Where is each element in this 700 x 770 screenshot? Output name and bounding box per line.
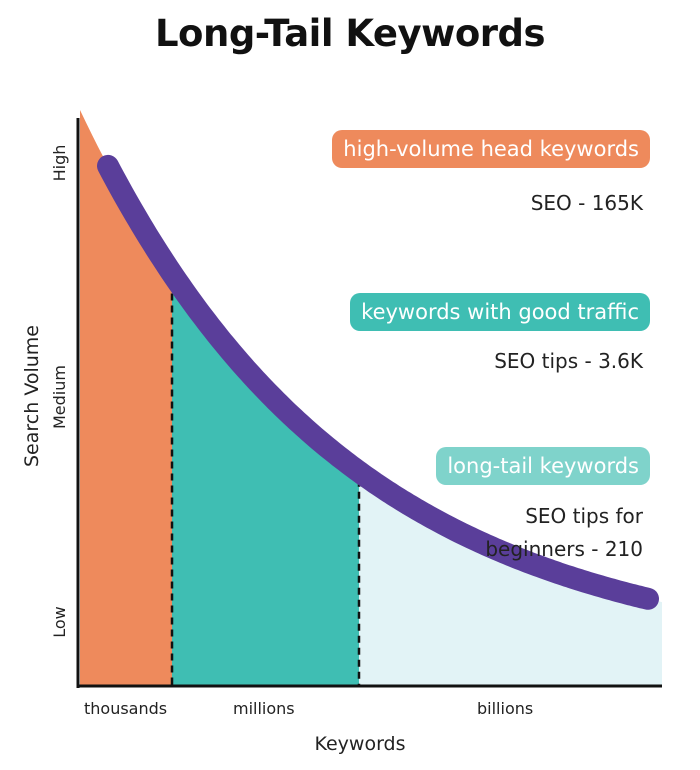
chart-title: Long-Tail Keywords bbox=[154, 12, 546, 55]
x-axis-label: Keywords bbox=[314, 733, 406, 755]
x-tick-thousands: thousands bbox=[84, 699, 168, 718]
annotation-mid-label: keywords with good traffic bbox=[350, 293, 650, 331]
annotation-tail-example-line-1: SEO tips for bbox=[525, 504, 643, 528]
x-tick-millions: millions bbox=[233, 699, 295, 718]
annotation-tail-label: long-tail keywords bbox=[436, 447, 650, 485]
region-millions bbox=[172, 273, 359, 686]
annotation-mid-example: SEO tips - 3.6K bbox=[494, 349, 643, 373]
y-tick-low: Low bbox=[50, 606, 69, 638]
annotation-head-label: high-volume head keywords bbox=[332, 130, 650, 168]
annotation-head-example: SEO - 165K bbox=[530, 191, 643, 215]
y-tick-high: High bbox=[50, 144, 69, 182]
y-tick-medium: Medium bbox=[50, 365, 69, 429]
x-tick-billions: billions bbox=[477, 699, 534, 718]
annotation-tail-example-line-2: beginners - 210 bbox=[485, 537, 643, 561]
search-demand-curve bbox=[97, 154, 659, 610]
y-axis-label: Search Volume bbox=[21, 325, 43, 467]
